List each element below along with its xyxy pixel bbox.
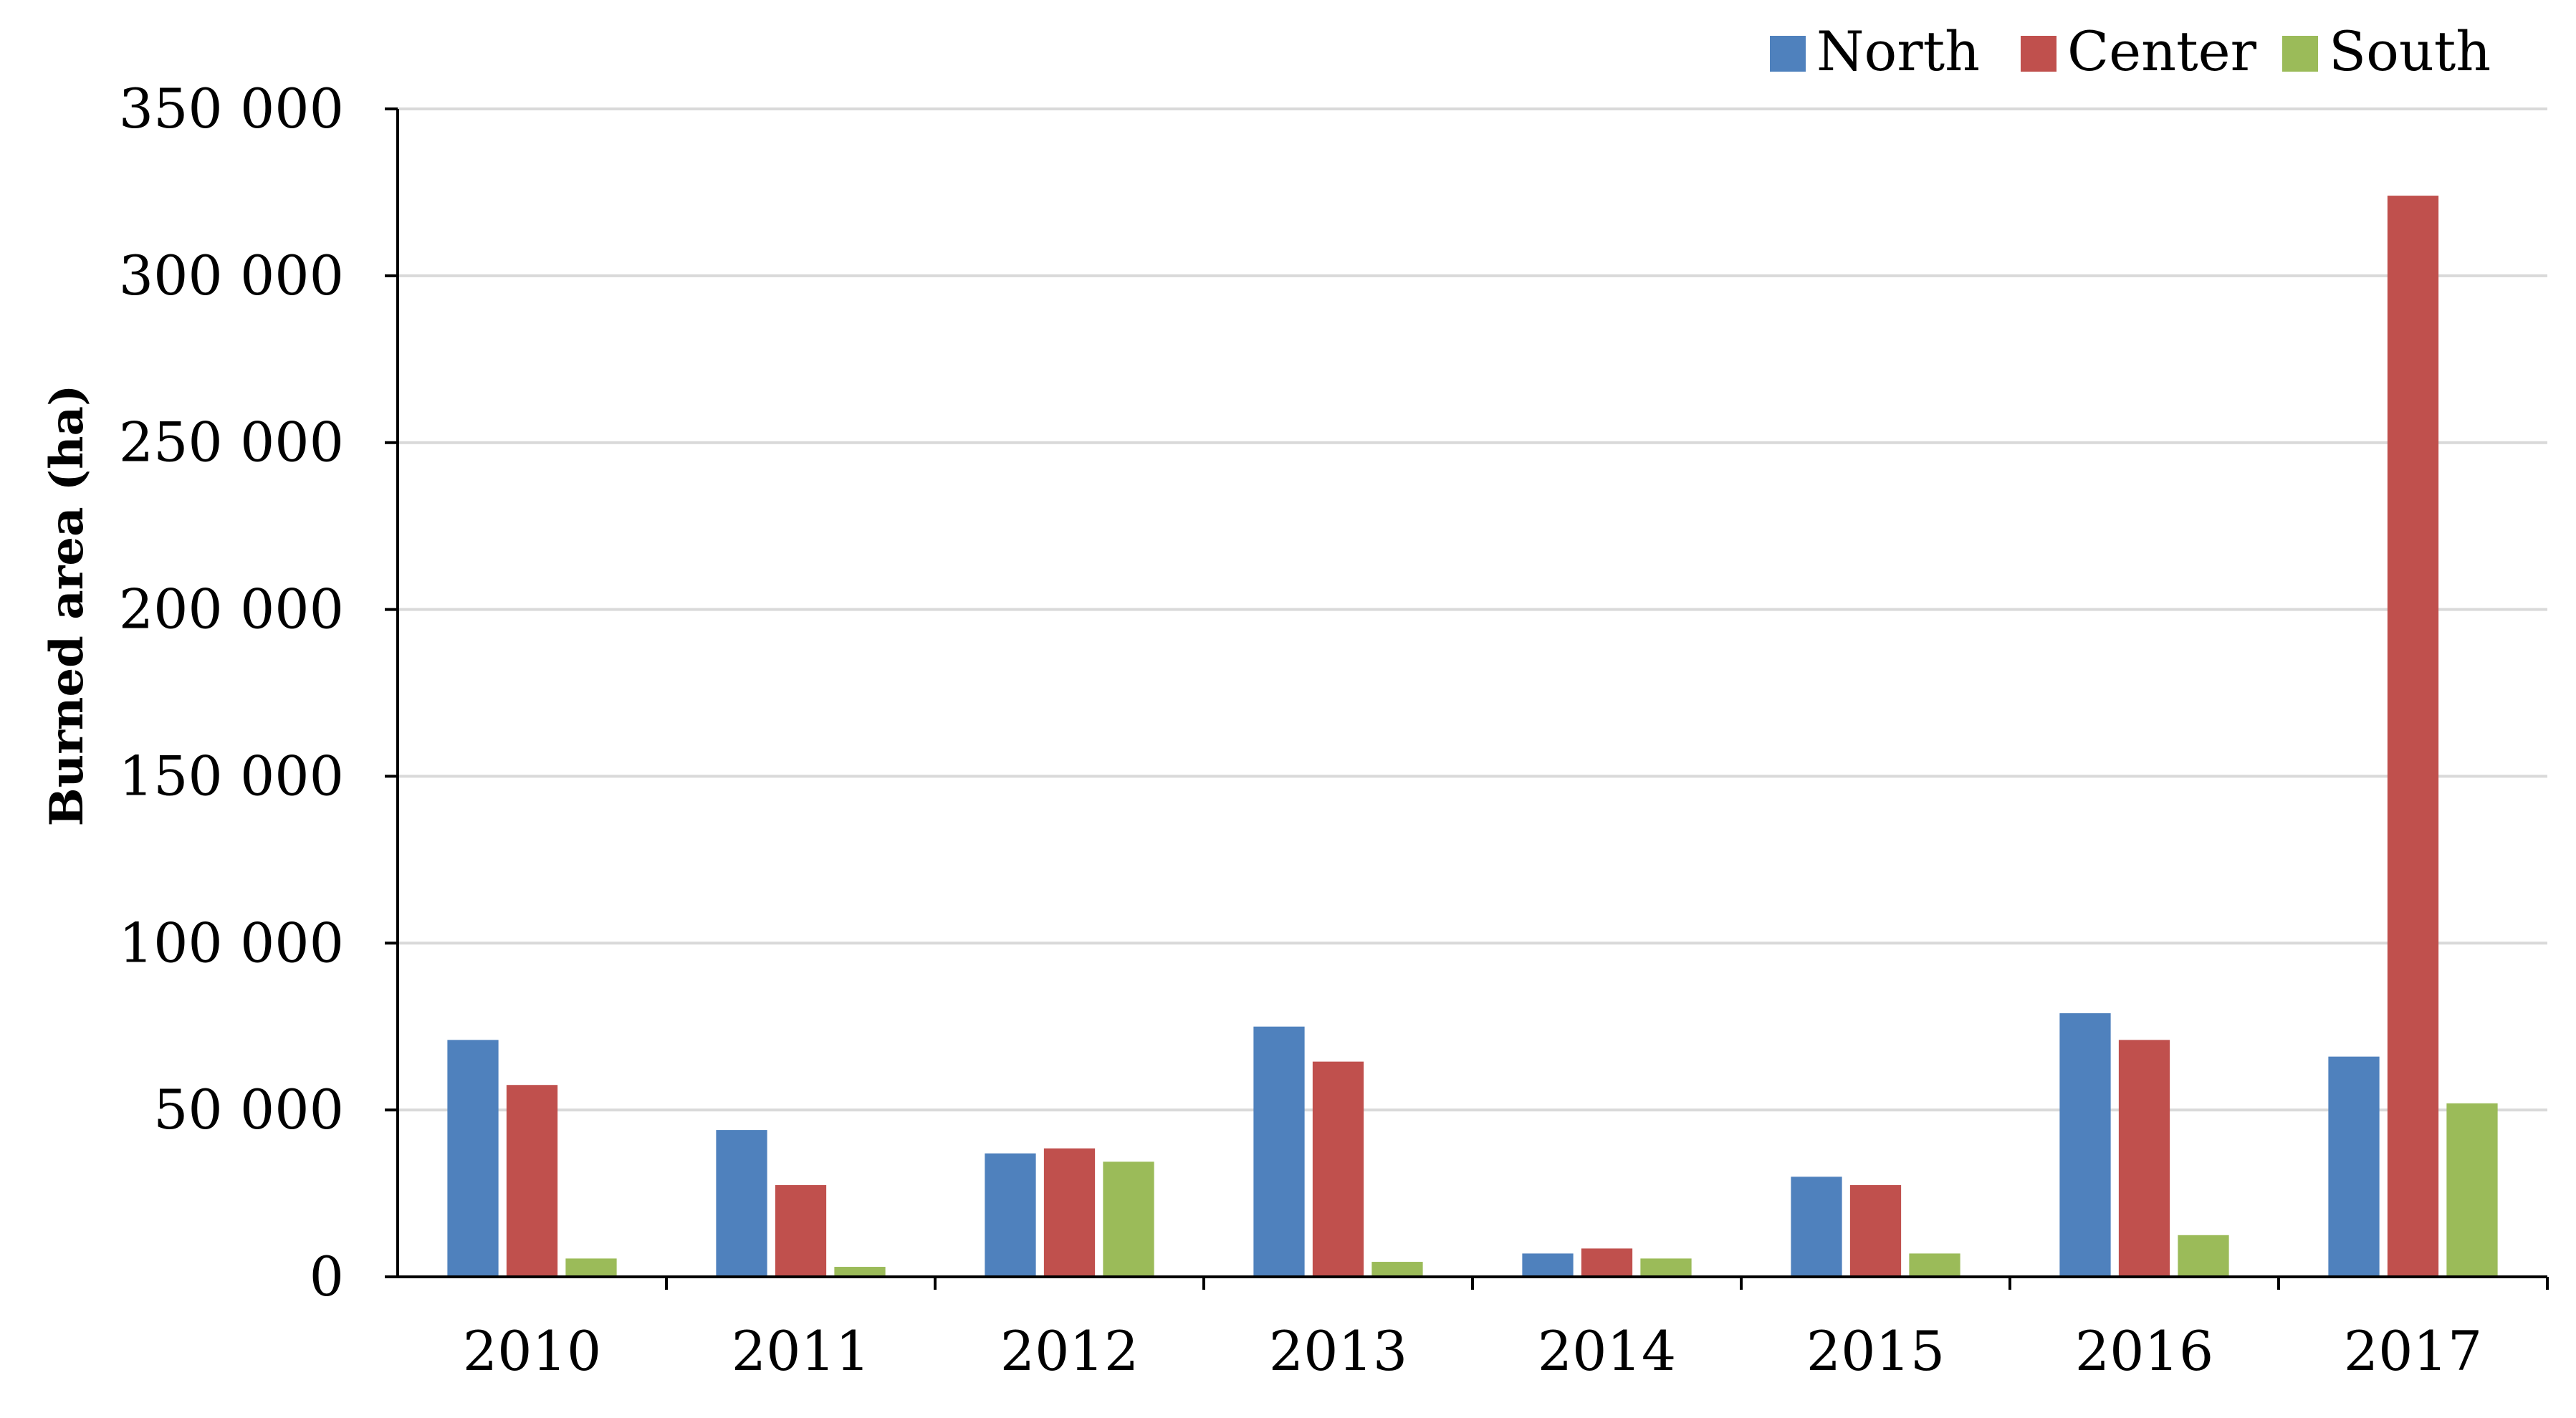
bar-south-2013 <box>1371 1262 1423 1277</box>
bar-center-2013 <box>1312 1061 1364 1277</box>
legend-swatch-center <box>2021 36 2057 72</box>
bar-center-2016 <box>2118 1040 2170 1277</box>
legend-label-south: South <box>2329 19 2491 83</box>
y-axis-ticks: 0 50 000 100 000 150 000 200 000 250 000 300 0… <box>119 77 398 1308</box>
y-tick-label: 250 000 <box>119 411 344 474</box>
x-tick-label: 2016 <box>2075 1319 2213 1383</box>
bars <box>447 196 2498 1278</box>
legend: North Center South <box>1770 19 2491 83</box>
bar-south-2014 <box>1640 1258 1692 1277</box>
y-tick-label: 100 000 <box>119 911 344 974</box>
bar-north-2012 <box>985 1153 1036 1277</box>
legend-swatch-north <box>1770 36 1806 72</box>
bar-center-2012 <box>1043 1148 1096 1277</box>
bar-south-2015 <box>1909 1253 1960 1277</box>
bar-north-2013 <box>1253 1026 1305 1277</box>
legend-label-center: Center <box>2067 19 2257 83</box>
y-axis-label: Burned area (ha) <box>40 385 94 827</box>
x-tick-label: 2012 <box>1000 1319 1139 1383</box>
bar-center-2014 <box>1581 1248 1633 1277</box>
legend-swatch-south <box>2282 36 2318 72</box>
legend-label-north: North <box>1816 19 1980 83</box>
bar-north-2011 <box>716 1130 767 1277</box>
x-tick-label: 2014 <box>1538 1319 1676 1383</box>
bar-north-2017 <box>2328 1056 2380 1277</box>
bar-south-2012 <box>1103 1161 1154 1277</box>
bar-center-2017 <box>2387 196 2439 1278</box>
y-tick-label: 0 <box>310 1245 344 1308</box>
bar-south-2010 <box>565 1258 617 1277</box>
bar-south-2016 <box>2178 1235 2229 1277</box>
x-tick-label: 2013 <box>1269 1319 1407 1383</box>
x-axis-ticks: 2010 2011 2012 2013 2014 2015 2016 2017 <box>463 1277 2549 1383</box>
bar-center-2015 <box>1849 1184 1902 1277</box>
bar-south-2011 <box>834 1267 886 1277</box>
x-tick-label: 2011 <box>732 1319 870 1383</box>
x-tick-label: 2010 <box>463 1319 601 1383</box>
bar-north-2016 <box>2059 1013 2111 1277</box>
axes <box>396 109 2547 1278</box>
gridlines <box>398 107 2547 1112</box>
bar-north-2014 <box>1522 1253 1574 1277</box>
y-tick-label: 300 000 <box>119 244 344 307</box>
y-tick-label: 50 000 <box>153 1078 344 1141</box>
y-tick-label: 200 000 <box>119 578 344 641</box>
bar-north-2015 <box>1791 1177 1842 1277</box>
y-tick-label: 150 000 <box>119 744 344 808</box>
bar-north-2010 <box>447 1040 499 1277</box>
bar-center-2011 <box>775 1184 827 1277</box>
x-tick-label: 2017 <box>2344 1319 2482 1383</box>
x-tick-label: 2015 <box>1806 1319 1945 1383</box>
bar-center-2010 <box>506 1085 558 1277</box>
bar-south-2017 <box>2446 1103 2498 1277</box>
y-tick-label: 350 000 <box>119 77 344 140</box>
